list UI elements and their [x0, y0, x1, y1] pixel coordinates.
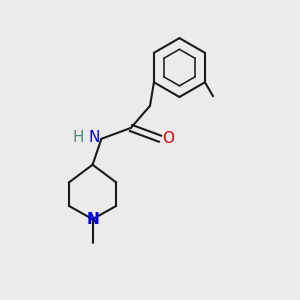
Text: O: O [162, 131, 174, 146]
Text: H: H [73, 130, 84, 145]
Text: N: N [88, 130, 100, 145]
Text: N: N [86, 212, 99, 227]
